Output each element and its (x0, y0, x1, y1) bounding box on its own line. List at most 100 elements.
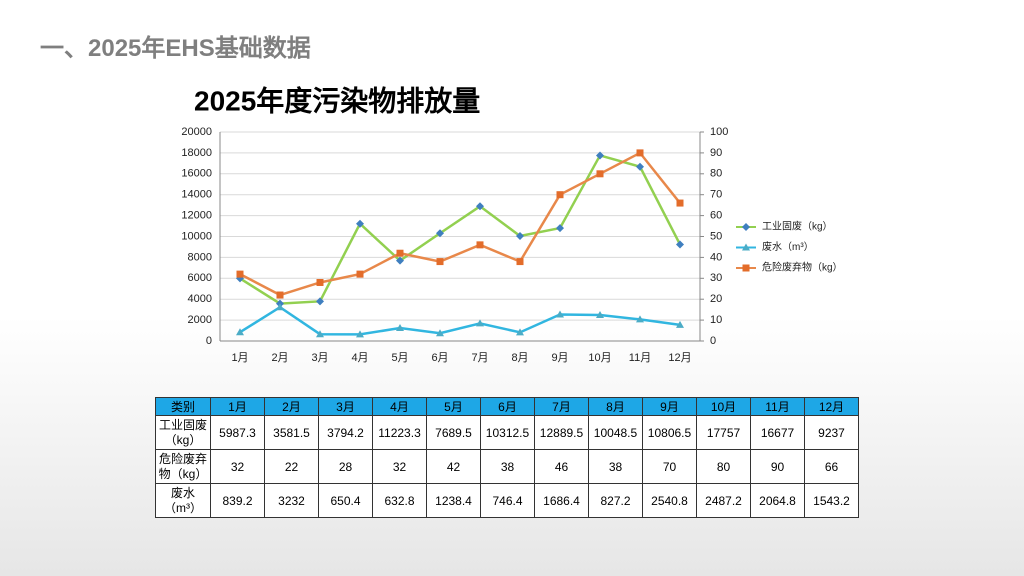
table-row: 危险废弃物（kg） 32 22 28 32 42 38 46 38 70 80 90 66 (155, 449, 859, 484)
cell: 90 (750, 449, 805, 484)
marker (742, 243, 750, 251)
marker (742, 223, 750, 231)
y-tick-label: 12000 (181, 210, 212, 222)
y-tick-label: 8000 (188, 251, 212, 263)
header-cell: 12月 (804, 397, 859, 416)
y-tick-label: 14000 (181, 189, 212, 201)
cell: 80 (696, 449, 751, 484)
cell: 32 (372, 449, 427, 484)
cell: 2487.2 (696, 483, 751, 518)
x-tick-label: 10月 (588, 352, 611, 364)
legend-label: 危险废弃物（kg） (762, 261, 843, 274)
marker (316, 278, 324, 286)
marker (636, 149, 644, 157)
marker (356, 219, 364, 228)
series-line (239, 153, 682, 305)
marker (236, 328, 244, 336)
marker (476, 319, 484, 327)
header-cell: 10月 (696, 397, 751, 416)
cell: 12889.5 (534, 415, 589, 450)
marker (676, 199, 684, 207)
table-row: 废水（m³） 839.2 3232 650.4 632.8 1238.4 746.4 1686… (155, 483, 859, 518)
y-tick-label: 18000 (181, 147, 212, 159)
x-tick-label: 1月 (231, 352, 248, 364)
y-tick-label: 16000 (181, 168, 212, 180)
y2-tick-label: 40 (710, 251, 722, 263)
y-tick-label: 2000 (188, 314, 212, 326)
x-tick-label: 9月 (551, 352, 568, 364)
header-cell: 3月 (318, 397, 373, 416)
cell: 839.2 (210, 483, 265, 518)
marker (596, 311, 604, 319)
cell: 16677 (750, 415, 805, 450)
y-tick-label: 10000 (181, 230, 212, 242)
y2-tick-label: 20 (710, 293, 722, 305)
header-cell: 8月 (588, 397, 643, 416)
marker (356, 270, 364, 278)
header-cell: 7月 (534, 397, 589, 416)
cell: 10806.5 (642, 415, 697, 450)
marker (556, 310, 564, 318)
cell: 46 (534, 449, 589, 484)
cell: 2540.8 (642, 483, 697, 518)
marker (516, 231, 524, 240)
x-tick-label: 5月 (391, 352, 408, 364)
marker (596, 170, 604, 178)
chart-title: 2025年度污染物排放量 (194, 84, 480, 116)
cell: 1686.4 (534, 483, 589, 518)
x-tick-label: 12月 (668, 352, 691, 364)
marker (396, 324, 404, 332)
y2-tick-label: 100 (710, 126, 728, 138)
header-cell: 类别 (155, 397, 211, 416)
x-tick-label: 8月 (511, 352, 528, 364)
y2-tick-label: 50 (710, 230, 722, 242)
slide-title: 一、2025年EHS基础数据 (40, 35, 311, 62)
marker (676, 320, 684, 328)
y-tick-label: 4000 (188, 293, 212, 305)
marker (742, 264, 750, 272)
y-tick-label: 0 (206, 335, 212, 347)
marker (236, 270, 244, 278)
marker (476, 202, 484, 211)
x-tick-label: 4月 (351, 352, 368, 364)
table-header: 类别 1月 2月 3月 4月 5月 6月 7月 8月 9月 10月 11月 12月 (155, 397, 859, 416)
series-line (239, 305, 681, 336)
marker (356, 330, 364, 338)
x-tick-label: 2月 (271, 352, 288, 364)
cell: 7689.5 (426, 415, 481, 450)
cell: 17757 (696, 415, 751, 450)
marker (436, 229, 444, 238)
cell: 22 (264, 449, 319, 484)
x-tick-label: 7月 (471, 352, 488, 364)
y2-tick-label: 70 (710, 189, 722, 201)
cell: 827.2 (588, 483, 643, 518)
marker (516, 328, 524, 336)
marker (556, 224, 564, 233)
cell: 632.8 (372, 483, 427, 518)
header-cell: 1月 (210, 397, 265, 416)
y2-tick-label: 80 (710, 168, 722, 180)
marker (636, 315, 644, 323)
cell: 1238.4 (426, 483, 481, 518)
header-cell: 5月 (426, 397, 481, 416)
row-label: 危险废弃物（kg） (155, 449, 211, 484)
marker (396, 256, 404, 265)
header-cell: 11月 (750, 397, 805, 416)
cell: 2064.8 (750, 483, 805, 518)
marker (636, 162, 644, 171)
cell: 70 (642, 449, 697, 484)
row-label: 废水（m³） (155, 483, 211, 518)
header-cell: 4月 (372, 397, 427, 416)
cell: 9237 (804, 415, 859, 450)
marker (276, 303, 284, 311)
marker (276, 291, 284, 299)
marker (396, 249, 404, 257)
marker (436, 258, 444, 266)
y2-tick-label: 90 (710, 147, 722, 159)
cell: 28 (318, 449, 373, 484)
cell: 3794.2 (318, 415, 373, 450)
header-cell: 2月 (264, 397, 319, 416)
cell: 650.4 (318, 483, 373, 518)
